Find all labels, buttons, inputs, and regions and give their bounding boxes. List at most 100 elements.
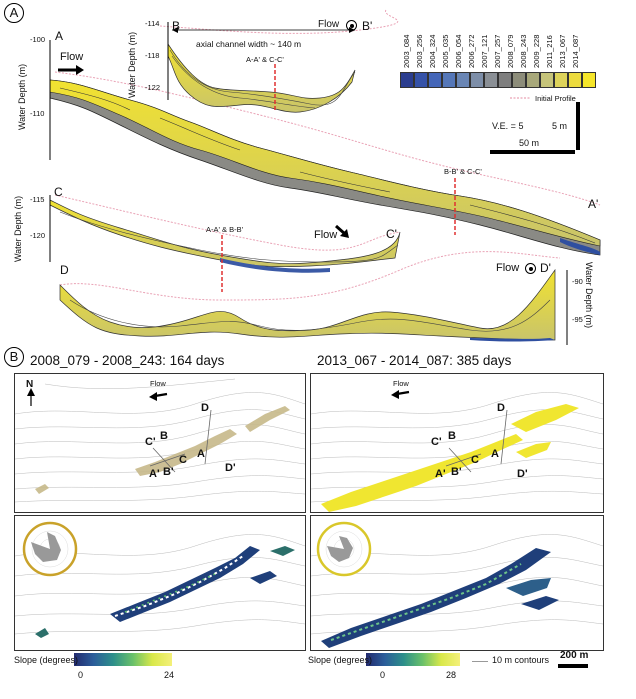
legend-swatch	[568, 72, 582, 88]
cross-bc-label: B-B' & C-C'	[444, 167, 482, 176]
map-slope-right	[310, 515, 604, 651]
point-a: A	[491, 448, 499, 460]
scale-v-label: 5 m	[552, 121, 568, 131]
legend-swatch	[428, 72, 442, 88]
legend-swatch	[470, 72, 484, 88]
label-d-prime: D'	[540, 261, 551, 275]
contour-legend-line	[472, 661, 488, 662]
tick-right-90: -90	[572, 277, 583, 286]
legend-survey-label: 2014_087	[571, 34, 580, 68]
ylabel-c: Water Depth (m)	[13, 195, 23, 262]
tick-right-95: -95	[572, 315, 583, 324]
flow-label-b: Flow	[318, 19, 340, 30]
point-a-prime: A'	[435, 468, 446, 480]
ylabel-b: Water Depth (m)	[127, 31, 137, 98]
point-b: B	[448, 430, 456, 442]
legend-survey-label: 2003_256	[415, 34, 424, 68]
label-b-prime: B'	[362, 19, 373, 33]
flow-label-c: Flow	[314, 229, 338, 241]
point-c: C	[471, 454, 479, 466]
point-a: A	[197, 448, 205, 460]
panel-b-letter: B	[4, 347, 24, 367]
point-c-prime: C'	[431, 436, 442, 448]
legend-survey-label: 2007_121	[480, 34, 489, 68]
point-b-prime: B'	[163, 466, 174, 478]
scale-bar-label: 200 m	[560, 650, 589, 661]
cross-ab-label: A-A' & B-B'	[206, 225, 244, 234]
legend-survey-label: 2011_216	[545, 35, 554, 68]
tick-b-118: -118	[145, 51, 160, 60]
ve-label: V.E. = 5	[492, 121, 524, 131]
legend-survey-label: 2003_084	[402, 34, 411, 68]
legend-swatch	[498, 72, 512, 88]
legend-survey-label: 2006_272	[467, 34, 476, 68]
legend-swatch	[414, 72, 428, 88]
legend-survey-label: 2008_243	[519, 34, 528, 68]
legend-survey-label: 2005_035	[441, 34, 450, 68]
label-b: B	[172, 19, 181, 33]
legend-swatch	[540, 72, 554, 88]
point-c-prime: C'	[145, 436, 156, 448]
contour-label: 10 m contours	[492, 655, 550, 665]
slope-label-right: Slope (degrees)	[308, 655, 373, 665]
point-b: B	[160, 430, 168, 442]
point-d-prime: D'	[517, 468, 528, 480]
tick-b-122: -122	[145, 83, 161, 92]
slope-min-left: 0	[78, 670, 84, 680]
label-a-prime: A'	[588, 197, 599, 211]
title-left: 2008_079 - 2008_243: 164 days	[30, 353, 225, 368]
label-d: D	[60, 263, 69, 277]
label-a: A	[55, 29, 64, 43]
legend-swatch	[484, 72, 498, 88]
rose-diagram-right	[316, 521, 372, 577]
legend-swatch	[554, 72, 568, 88]
rose-diagram-left	[22, 521, 78, 577]
legend-swatch	[512, 72, 526, 88]
legend-survey-label: 2008_079	[506, 34, 515, 68]
scale-h-label: 50 m	[519, 138, 540, 148]
map-top-right: Flow D C' B A' B' C A D'	[310, 373, 604, 513]
tick-b-114: -114	[145, 19, 160, 28]
tick-left-100: -100	[30, 35, 46, 44]
initial-profile-line-a	[54, 71, 601, 206]
point-d: D	[497, 402, 505, 414]
tick-c-120: -120	[30, 231, 46, 240]
cross-ac-label: A-A' & C-C'	[246, 55, 284, 64]
point-a-prime: A'	[149, 468, 160, 480]
scale-bar	[558, 664, 588, 668]
label-c-prime: C'	[386, 227, 397, 241]
flow-label-right: Flow	[393, 379, 409, 388]
legend-swatch	[526, 72, 540, 88]
title-right: 2013_067 - 2014_087: 385 days	[317, 353, 512, 368]
slope-max-left: 24	[164, 670, 175, 680]
map-top-left: N Flow D C' B A' B' C A D'	[14, 373, 306, 513]
point-b-prime: B'	[451, 466, 462, 478]
legend-survey-label: 2013_067	[558, 34, 567, 68]
axial-width-label: axial channel width ~ 140 m	[196, 39, 302, 49]
legend-survey-label: 2004_324	[428, 34, 437, 68]
initial-profile-line-c	[54, 194, 401, 251]
point-c: C	[179, 454, 187, 466]
label-c: C	[54, 185, 63, 199]
legend-swatch	[582, 72, 596, 88]
initial-profile-line-d	[59, 251, 561, 301]
legend-survey-label: 2009_228	[532, 34, 541, 68]
flow-label-d: Flow	[496, 262, 520, 274]
legend-survey-label: 2007_257	[493, 34, 502, 68]
survey-legend: 2003_084 2003_256 2004_324 2005_035 2006_054…	[400, 6, 600, 88]
legend-swatch	[400, 72, 414, 88]
point-d-prime: D'	[225, 462, 236, 474]
tick-left-110: -110	[30, 109, 45, 118]
flow-label-a: Flow	[60, 51, 84, 63]
map-slope-left	[14, 515, 306, 651]
point-d: D	[201, 402, 209, 414]
ylabel-left: Water Depth (m)	[17, 63, 27, 130]
flow-label-left: Flow	[150, 379, 166, 388]
flow-out-of-page-icon	[346, 20, 357, 31]
tick-c-115: -115	[30, 195, 45, 204]
legend-swatch	[442, 72, 456, 88]
north-icon: N	[26, 379, 34, 390]
panel-a-letter: A	[4, 3, 24, 23]
legend-swatch	[456, 72, 470, 88]
flow-out-of-page-icon	[525, 263, 536, 274]
